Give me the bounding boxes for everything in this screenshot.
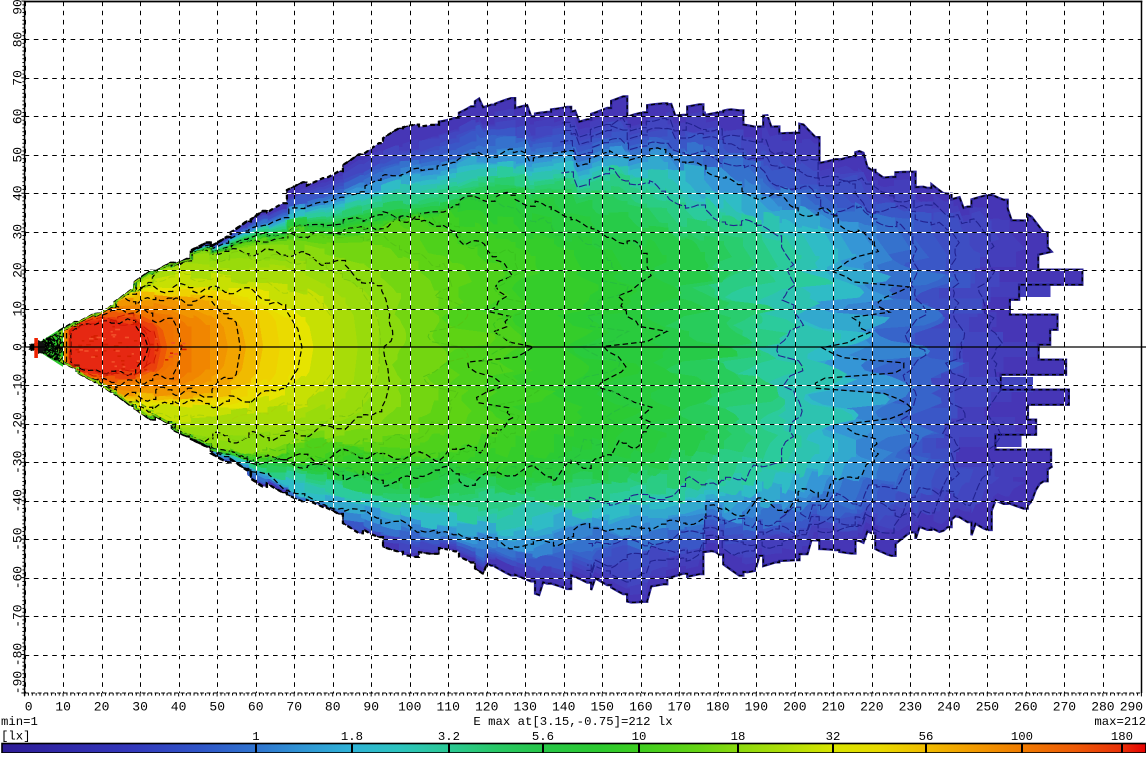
svg-text:110: 110 [436,700,459,715]
svg-text:10: 10 [632,730,647,744]
svg-text:-70: -70 [11,604,26,627]
svg-text:230: 230 [899,700,922,715]
svg-text:20: 20 [11,262,26,278]
svg-text:min=1: min=1 [1,715,38,729]
svg-text:40: 40 [171,700,187,715]
svg-text:150: 150 [590,700,613,715]
svg-text:90: 90 [11,0,26,15]
svg-text:1: 1 [252,730,259,744]
svg-text:250: 250 [976,700,999,715]
svg-text:32: 32 [826,730,841,744]
svg-text:1.8: 1.8 [341,730,363,744]
svg-text:200: 200 [783,700,806,715]
svg-text:10: 10 [55,700,71,715]
svg-text:20: 20 [94,700,110,715]
svg-text:50: 50 [11,147,26,163]
svg-text:100: 100 [398,700,421,715]
svg-text:270: 270 [1053,700,1076,715]
svg-text:3.2: 3.2 [438,730,460,744]
svg-text:10: 10 [11,301,26,317]
svg-text:30: 30 [11,224,26,240]
svg-text:0: 0 [25,700,33,715]
svg-text:18: 18 [731,730,746,744]
svg-text:-30: -30 [11,451,26,474]
svg-text:60: 60 [248,700,264,715]
svg-text:56: 56 [919,730,934,744]
svg-text:190: 190 [745,700,768,715]
svg-text:-10: -10 [11,374,26,397]
svg-text:30: 30 [132,700,148,715]
svg-text:60: 60 [11,109,26,125]
svg-text:70: 70 [11,70,26,86]
svg-text:-20: -20 [11,412,26,435]
svg-text:130: 130 [513,700,536,715]
svg-text:170: 170 [668,700,691,715]
svg-text:280: 280 [1091,700,1114,715]
svg-text:260: 260 [1014,700,1037,715]
svg-text:-50: -50 [11,527,26,550]
svg-text:[lx]: [lx] [1,730,31,744]
svg-text:-60: -60 [11,566,26,589]
svg-text:-80: -80 [11,643,26,666]
svg-text:E max at[3.15,-0.75]=212 lx: E max at[3.15,-0.75]=212 lx [473,715,672,729]
svg-text:40: 40 [11,185,26,201]
svg-text:50: 50 [209,700,225,715]
svg-text:210: 210 [822,700,845,715]
svg-text:160: 160 [629,700,652,715]
svg-text:220: 220 [860,700,883,715]
svg-text:100: 100 [1011,730,1033,744]
svg-text:180: 180 [706,700,729,715]
svg-text:-40: -40 [11,489,26,512]
svg-text:70: 70 [286,700,302,715]
svg-text:80: 80 [325,700,341,715]
svg-text:90: 90 [363,700,379,715]
svg-text:5.6: 5.6 [532,730,554,744]
svg-text:120: 120 [475,700,498,715]
svg-text:80: 80 [11,32,26,48]
svg-text:max=212: max=212 [1094,715,1146,729]
svg-text:240: 240 [937,700,960,715]
svg-text:140: 140 [552,700,575,715]
svg-text:-90: -90 [11,671,26,694]
svg-text:0: 0 [11,343,26,351]
svg-text:290: 290 [1120,700,1143,715]
svg-text:180: 180 [1111,730,1133,744]
